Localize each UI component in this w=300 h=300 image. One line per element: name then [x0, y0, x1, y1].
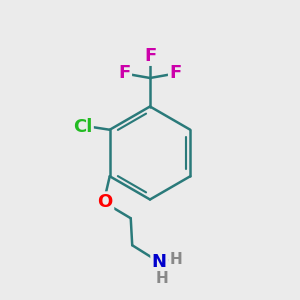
Text: N: N: [152, 253, 167, 271]
Text: F: F: [118, 64, 130, 82]
Text: H: H: [155, 271, 168, 286]
Text: O: O: [98, 193, 113, 211]
Text: Cl: Cl: [73, 118, 92, 136]
Text: F: F: [144, 46, 156, 64]
Text: H: H: [169, 252, 182, 267]
Text: F: F: [169, 64, 181, 82]
